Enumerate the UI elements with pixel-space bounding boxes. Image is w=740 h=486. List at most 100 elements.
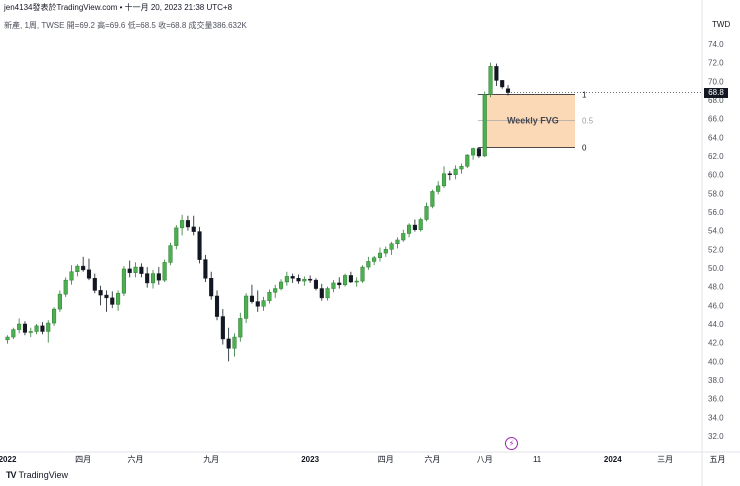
y-tick-label: 68.0 (708, 96, 724, 105)
candle-body (453, 168, 458, 175)
candle-body (476, 148, 481, 157)
x-tick-label: 2024 (604, 455, 622, 464)
candle-body (168, 245, 173, 263)
candle-body (145, 273, 150, 284)
symbol-ohlc-legend: 新產, 1周, TWSE 開=69.2 高=69.6 低=68.5 收=68.8… (4, 21, 247, 30)
candle-body (232, 336, 237, 349)
x-tick-label: 五月 (710, 455, 726, 464)
candle-body (377, 252, 383, 258)
candle-body (302, 278, 307, 282)
tradingview-logo: TV TradingView (6, 470, 68, 480)
candle-body (150, 273, 156, 284)
candle-body (69, 271, 74, 281)
candle-body (500, 80, 505, 88)
x-tick-label: 2023 (301, 455, 319, 464)
candle-body (278, 281, 284, 289)
y-tick-label: 38.0 (708, 376, 724, 385)
y-tick-label: 54.0 (708, 227, 724, 236)
candle-body (249, 295, 254, 302)
y-tick-label: 70.0 (708, 77, 724, 86)
candle-body (482, 94, 487, 157)
candle-body (267, 292, 272, 301)
x-tick-label: 六月 (128, 454, 144, 464)
candle-body (17, 323, 22, 330)
candle-body (180, 220, 185, 229)
candle-body (412, 224, 417, 230)
y-tick-label: 44.0 (708, 320, 724, 329)
x-tick-label: 八月 (477, 455, 493, 464)
y-tick-label: 64.0 (708, 133, 724, 142)
candle-body (156, 273, 161, 281)
candle-body (372, 257, 377, 262)
candle-body (441, 173, 447, 187)
candle-body (214, 295, 220, 317)
y-tick-label: 56.0 (708, 208, 724, 217)
y-tick-label: 72.0 (708, 59, 724, 68)
brand-name: TradingView (18, 470, 69, 480)
candle-body (325, 288, 330, 299)
candle-body (383, 249, 388, 254)
candle-body (46, 322, 51, 332)
candle-body (5, 336, 10, 341)
y-tick-label: 50.0 (708, 264, 724, 273)
candle-body (395, 239, 400, 244)
candle-body (343, 275, 348, 286)
y-tick-label: 48.0 (708, 283, 724, 292)
x-tick-label: 四月 (378, 455, 394, 464)
candle-body (133, 266, 138, 273)
fvg-top-label: 1 (582, 90, 587, 99)
candle-body (389, 243, 394, 250)
x-tick-label: 2022 (0, 455, 17, 464)
candle-body (63, 279, 68, 295)
fvg-mid-label: 0.5 (582, 117, 594, 126)
candle-body (81, 265, 86, 271)
candle-body (313, 279, 319, 289)
fvg-label: Weekly FVG (507, 116, 559, 126)
y-tick-label: 74.0 (708, 40, 724, 49)
candle-body (505, 88, 511, 93)
candle-body (447, 173, 452, 175)
y-tick-label: 42.0 (708, 339, 724, 348)
candle-body (98, 290, 103, 296)
y-tick-label: 36.0 (708, 395, 724, 404)
lightning-icon[interactable]: ⚡ (505, 437, 518, 450)
x-tick-label: 六月 (424, 454, 440, 464)
candle-body (139, 266, 144, 274)
candle-body (203, 259, 208, 279)
candle-body (121, 268, 126, 294)
candle-body (226, 338, 231, 349)
candle-body (360, 266, 365, 282)
y-tick-label: 52.0 (708, 245, 724, 254)
candle-body (52, 308, 57, 324)
candle-body (185, 220, 190, 228)
publish-info: jen4134發表於TradingView.com • 十一月 20, 2023… (4, 3, 233, 12)
candle-body (11, 329, 16, 338)
x-tick-label: 三月 (657, 455, 673, 464)
candle-body (255, 301, 260, 307)
candle-body (110, 297, 115, 305)
fvg-zone (482, 94, 575, 148)
candle-body (348, 275, 353, 283)
candle-body (284, 276, 289, 283)
candle-body (465, 154, 470, 167)
candle-body (57, 293, 62, 310)
candle-body (331, 282, 336, 289)
candle-body (40, 325, 45, 332)
y-tick-label: 66.0 (708, 115, 724, 124)
candle-body (488, 66, 493, 95)
y-tick-label: 40.0 (708, 357, 724, 366)
currency-label: TWD (712, 20, 730, 29)
candle-body (191, 226, 196, 232)
candle-body (209, 278, 214, 297)
candle-body (238, 318, 243, 338)
candle-body (418, 219, 423, 230)
candle-body (407, 224, 412, 234)
candle-body (22, 323, 28, 333)
x-tick-label: 四月 (75, 455, 91, 464)
candle-body (401, 233, 406, 241)
candle-body (162, 262, 167, 281)
candle-body (28, 331, 33, 333)
candle-body (366, 261, 371, 268)
candle-body (116, 292, 121, 305)
